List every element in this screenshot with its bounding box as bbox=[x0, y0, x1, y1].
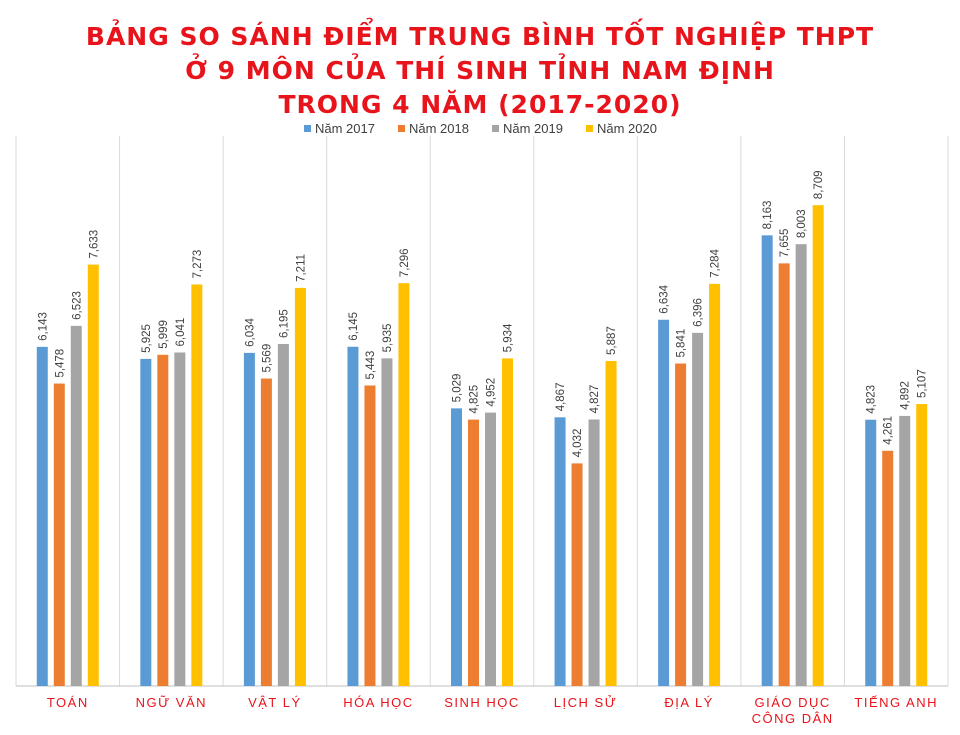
data-label: 5,107 bbox=[917, 369, 929, 398]
bar bbox=[865, 419, 877, 686]
bar bbox=[451, 408, 462, 686]
bar bbox=[675, 363, 687, 686]
bar bbox=[70, 325, 82, 686]
bar bbox=[364, 385, 376, 686]
bar bbox=[554, 417, 566, 686]
chart-title-line-1: BẢNG SO SÁNH ĐIỂM TRUNG BÌNH TỐT NGHIỆP … bbox=[85, 22, 875, 51]
bar bbox=[294, 287, 306, 686]
data-label: 8,163 bbox=[762, 201, 774, 230]
x-tick-label: TOÁN bbox=[47, 695, 89, 710]
data-label: 5,569 bbox=[261, 344, 273, 373]
bar bbox=[795, 244, 807, 686]
data-label: 5,887 bbox=[606, 326, 618, 355]
bar bbox=[778, 263, 790, 686]
data-label: 6,145 bbox=[348, 312, 360, 341]
bar bbox=[709, 283, 721, 686]
data-label: 4,261 bbox=[883, 416, 895, 445]
bar bbox=[53, 383, 65, 686]
bar bbox=[174, 352, 186, 686]
data-label: 5,841 bbox=[676, 329, 688, 358]
x-tick-label: LỊCH SỬ bbox=[554, 695, 618, 710]
bar bbox=[347, 346, 359, 686]
bar bbox=[260, 378, 272, 686]
data-label: 6,143 bbox=[37, 312, 49, 341]
chart-title-line-2: Ở 9 MÔN CỦA THÍ SINH TỈNH NAM ĐỊNH bbox=[185, 56, 775, 85]
data-label: 5,935 bbox=[382, 324, 394, 353]
bar bbox=[502, 358, 513, 686]
data-label: 8,003 bbox=[796, 209, 808, 238]
data-label: 5,925 bbox=[141, 324, 153, 353]
bar bbox=[157, 354, 169, 686]
bar bbox=[605, 360, 617, 686]
legend-label: Năm 2019 bbox=[503, 121, 563, 136]
data-label: 5,029 bbox=[452, 374, 464, 403]
data-label: 5,443 bbox=[365, 351, 377, 380]
data-label: 8,709 bbox=[813, 170, 825, 199]
data-label: 4,827 bbox=[589, 385, 601, 414]
bar bbox=[277, 343, 289, 686]
legend-swatch bbox=[398, 125, 405, 132]
x-tick-label: CÔNG DÂN bbox=[752, 711, 834, 726]
bar bbox=[485, 412, 496, 686]
bar bbox=[381, 358, 393, 686]
legend-swatch bbox=[586, 125, 593, 132]
bar bbox=[658, 319, 670, 686]
bar bbox=[468, 419, 479, 686]
data-label: 4,825 bbox=[469, 385, 481, 414]
bar bbox=[588, 419, 600, 686]
x-tick-label: GIÁO DỤC bbox=[755, 695, 831, 710]
bar bbox=[882, 450, 894, 686]
data-label: 7,273 bbox=[192, 250, 204, 279]
bar bbox=[398, 283, 410, 686]
bar bbox=[761, 235, 773, 686]
data-label: 7,284 bbox=[710, 248, 722, 277]
data-label: 6,034 bbox=[244, 317, 256, 346]
data-label: 6,634 bbox=[659, 284, 671, 313]
bar bbox=[571, 463, 583, 686]
data-label: 6,041 bbox=[175, 318, 187, 347]
data-label: 5,934 bbox=[503, 323, 515, 352]
data-label: 5,478 bbox=[54, 349, 66, 378]
x-tick-label: SINH HỌC bbox=[444, 695, 520, 710]
x-tick-label: TIẾNG ANH bbox=[854, 695, 938, 710]
legend-label: Năm 2020 bbox=[597, 121, 657, 136]
data-label: 7,655 bbox=[779, 229, 791, 258]
legend-label: Năm 2018 bbox=[409, 121, 469, 136]
data-label: 6,523 bbox=[71, 291, 83, 320]
bar bbox=[243, 352, 255, 686]
x-tick-label: VẬT LÝ bbox=[248, 695, 302, 710]
legend-swatch bbox=[304, 125, 311, 132]
bar bbox=[87, 264, 99, 686]
data-label: 5,999 bbox=[158, 320, 170, 349]
data-label: 6,396 bbox=[693, 298, 705, 327]
data-label: 4,952 bbox=[486, 378, 498, 407]
data-label: 4,823 bbox=[866, 385, 878, 414]
legend-swatch bbox=[492, 125, 499, 132]
x-tick-label: ĐỊA LÝ bbox=[664, 695, 713, 710]
chart-title-line-3: TRONG 4 NĂM (2017-2020) bbox=[278, 90, 682, 119]
bar bbox=[916, 404, 928, 686]
bar bbox=[899, 415, 911, 686]
x-tick-label: HÓA HỌC bbox=[343, 695, 413, 710]
x-tick-label: NGỮ VĂN bbox=[136, 695, 207, 710]
data-label: 4,892 bbox=[900, 381, 912, 410]
legend-label: Năm 2017 bbox=[315, 121, 375, 136]
bar bbox=[140, 358, 152, 686]
data-label: 7,211 bbox=[295, 254, 307, 282]
data-label: 4,867 bbox=[555, 383, 567, 412]
bar bbox=[812, 205, 824, 687]
bar bbox=[191, 284, 203, 686]
data-label: 7,633 bbox=[88, 230, 100, 259]
bar bbox=[692, 332, 704, 686]
data-label: 4,032 bbox=[572, 429, 584, 458]
data-label: 6,195 bbox=[278, 309, 290, 338]
data-label: 7,296 bbox=[399, 248, 411, 277]
bar bbox=[36, 346, 48, 686]
